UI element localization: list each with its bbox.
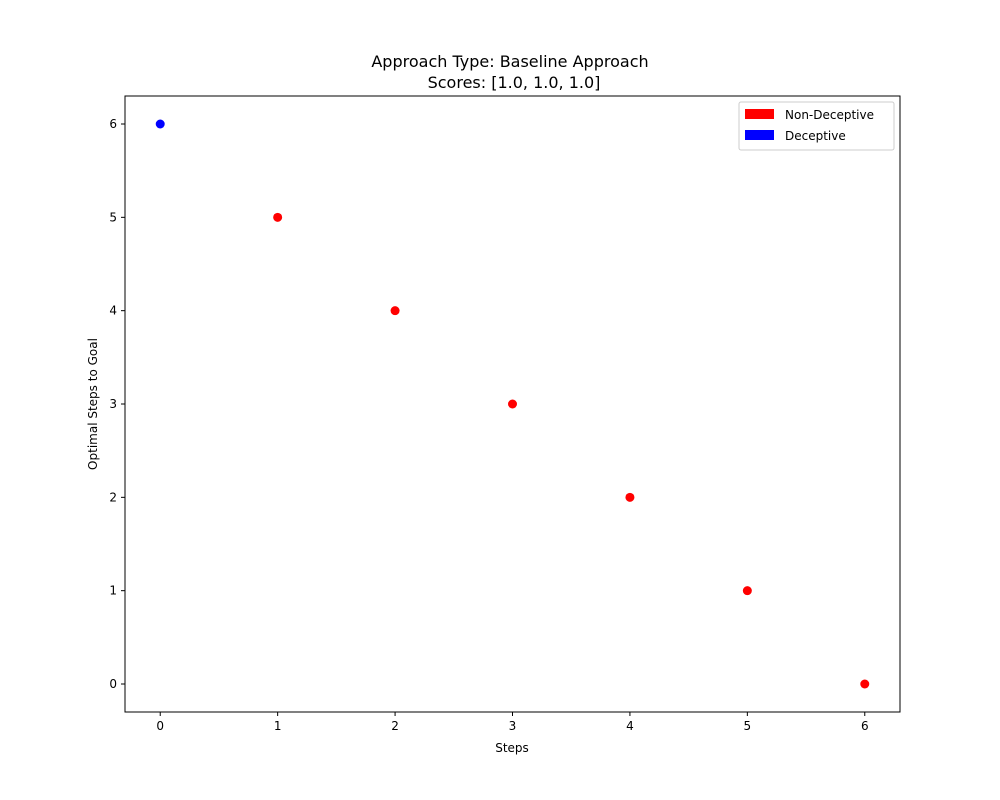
x-tick-label: 6	[861, 719, 869, 733]
legend: Non-Deceptive Deceptive	[738, 101, 895, 151]
x-axis-label: Steps	[495, 741, 529, 755]
x-tick-label: 0	[156, 719, 164, 733]
chart-subtitle: Scores: [1.0, 1.0, 1.0]	[428, 73, 601, 92]
data-point-non-deceptive	[273, 212, 283, 222]
x-tick-label: 3	[509, 719, 517, 733]
chart-title: Approach Type: Baseline Approach	[371, 52, 648, 71]
x-tick-label: 5	[744, 719, 752, 733]
data-point-non-deceptive	[508, 399, 517, 409]
data-point-non-deceptive	[390, 306, 400, 316]
data-point-deceptive	[155, 119, 165, 129]
y-axis-label: Optimal Steps to Goal	[86, 338, 100, 470]
y-tick-label: 5	[109, 210, 117, 224]
legend-swatch-deceptive	[745, 130, 774, 140]
data-point-non-deceptive	[860, 679, 870, 689]
y-tick-label: 4	[109, 304, 117, 318]
axis-ticks: 0 1 2 3 4 5 6 0 1 2 3 4 5 6	[109, 117, 868, 733]
y-tick-label: 0	[109, 677, 117, 691]
legend-label-non-deceptive: Non-Deceptive	[785, 108, 874, 122]
data-points	[155, 119, 870, 689]
legend-label-deceptive: Deceptive	[785, 129, 846, 143]
data-point-non-deceptive	[742, 586, 752, 596]
y-tick-label: 3	[109, 397, 117, 411]
legend-box	[738, 101, 895, 151]
x-tick-label: 4	[626, 719, 634, 733]
x-tick-label: 2	[391, 719, 399, 733]
y-tick-label: 6	[109, 117, 117, 131]
plot-frame	[124, 95, 901, 713]
legend-swatch-non-deceptive	[745, 109, 774, 119]
x-tick-label: 1	[274, 719, 282, 733]
y-tick-label: 2	[109, 490, 117, 504]
data-point-non-deceptive	[625, 492, 635, 502]
y-tick-label: 1	[109, 584, 117, 598]
